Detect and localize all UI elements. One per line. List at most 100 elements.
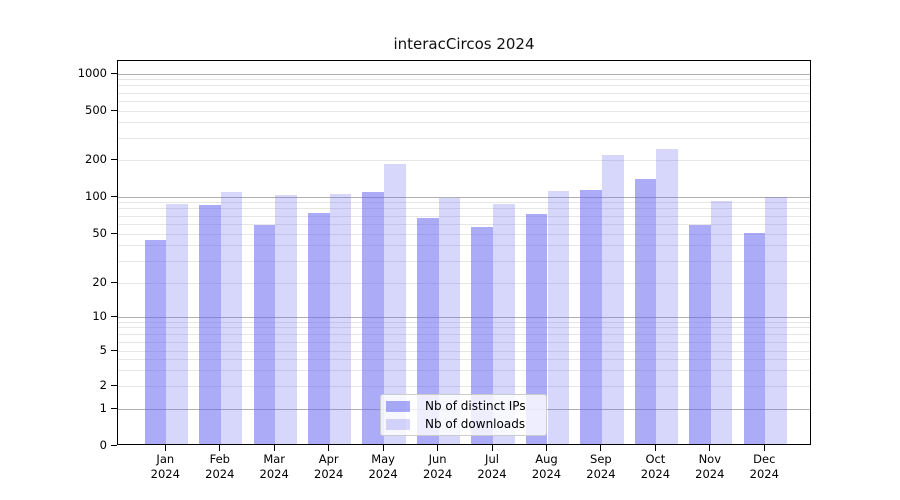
- y-tick-mark: [111, 407, 117, 409]
- bar-distinct-ips: [199, 204, 221, 444]
- bar-downloads: [601, 155, 624, 444]
- x-tick-label-month: Mar: [263, 452, 286, 466]
- gridline-minor: [118, 282, 810, 284]
- x-tick-mark: [219, 445, 221, 451]
- x-tick-label: May 2024: [348, 452, 418, 482]
- x-tick-label-year: 2024: [531, 467, 562, 481]
- x-tick-mark: [382, 445, 384, 451]
- gridline-minor: [118, 233, 810, 235]
- gridline-minor: [118, 350, 810, 352]
- gridline-minor: [118, 137, 810, 139]
- gridline-minor: [118, 79, 810, 81]
- bar-downloads: [275, 194, 297, 444]
- bar-downloads: [656, 149, 679, 444]
- y-tick-label: 50: [92, 226, 107, 240]
- y-tick-mark: [111, 444, 117, 446]
- x-tick-label-year: 2024: [640, 467, 671, 481]
- gridline-minor: [118, 85, 810, 87]
- legend-item-distinct-ips: Nb of distinct IPs: [386, 399, 538, 413]
- x-tick-label-month: Aug: [535, 452, 558, 466]
- gridline-minor: [118, 385, 810, 387]
- plot-area: Nb of distinct IPs Nb of downloads: [117, 60, 811, 445]
- gridline-minor: [118, 321, 810, 323]
- gridline-minor: [118, 359, 810, 360]
- x-tick-mark: [709, 445, 711, 451]
- x-tick-label: Dec 2024: [729, 452, 799, 482]
- x-tick-label-month: Oct: [645, 452, 666, 466]
- gridline-minor: [118, 110, 810, 112]
- x-tick-label-year: 2024: [586, 467, 616, 481]
- y-tick-label: 100: [85, 189, 107, 203]
- bar-downloads: [765, 197, 787, 444]
- y-tick-label: 20: [92, 275, 107, 289]
- gridline-minor: [118, 215, 810, 217]
- gridline-major: [118, 316, 810, 318]
- bar-distinct-ips: [580, 189, 602, 444]
- gridline-minor: [118, 159, 810, 161]
- bar-distinct-ips: [144, 240, 167, 444]
- y-tick-label: 200: [85, 152, 107, 166]
- gridline-minor: [118, 202, 810, 204]
- gridline-minor: [118, 122, 810, 124]
- y-tick-label: 2: [99, 378, 107, 392]
- bar-downloads: [547, 191, 570, 444]
- bar-downloads: [493, 203, 515, 444]
- x-tick-mark: [273, 445, 275, 451]
- x-tick-mark: [164, 445, 166, 451]
- bar-downloads: [710, 200, 733, 444]
- legend-swatch-distinct-ips: [386, 400, 410, 412]
- x-tick-label: Nov 2024: [675, 452, 745, 482]
- y-tick-label: 5: [99, 343, 107, 357]
- y-tick-label: 500: [85, 103, 107, 117]
- x-tick-label-month: Jul: [485, 452, 499, 466]
- bar-downloads: [329, 193, 352, 444]
- x-tick-label: Apr 2024: [294, 452, 364, 482]
- gridline-minor: [118, 341, 810, 343]
- bar-downloads: [220, 191, 243, 444]
- x-tick-label-year: 2024: [314, 467, 344, 481]
- x-tick-label-year: 2024: [695, 467, 725, 481]
- x-tick-label-month: Feb: [209, 452, 230, 466]
- legend-label-distinct-ips: Nb of distinct IPs: [425, 399, 526, 413]
- x-tick-mark: [546, 445, 547, 451]
- bar-distinct-ips: [362, 191, 385, 444]
- gridline-minor: [118, 223, 810, 225]
- y-tick-label: 0: [99, 438, 107, 452]
- x-tick-label: Jan 2024: [130, 452, 200, 482]
- bar-downloads: [384, 163, 406, 444]
- x-tick-label: Sep 2024: [566, 452, 636, 482]
- y-tick-label: 1000: [77, 66, 107, 80]
- legend-swatch-downloads: [386, 418, 410, 430]
- y-tick-mark: [111, 232, 117, 234]
- x-tick-mark: [491, 445, 493, 451]
- x-tick-label: Mar 2024: [239, 452, 309, 482]
- y-tick-mark: [111, 384, 117, 386]
- x-tick-label-month: Sep: [590, 452, 612, 466]
- x-tick-label: Feb 2024: [185, 452, 255, 482]
- x-tick-label: Jun 2024: [403, 452, 473, 482]
- x-tick-label-month: Apr: [318, 452, 339, 466]
- legend-item-downloads: Nb of downloads: [386, 417, 538, 431]
- gridline-minor: [118, 260, 810, 262]
- bar-downloads: [166, 204, 188, 444]
- y-tick-mark: [111, 195, 117, 197]
- gridline-minor: [118, 100, 810, 102]
- y-tick-label: 1: [99, 401, 107, 415]
- x-tick-label-month: Nov: [698, 452, 722, 466]
- x-tick-label: Oct 2024: [620, 452, 690, 482]
- bar-distinct-ips: [689, 225, 711, 444]
- gridline-minor: [118, 370, 810, 371]
- y-tick-mark: [111, 158, 117, 160]
- bar-distinct-ips: [308, 213, 330, 444]
- x-tick-label-month: May: [371, 452, 395, 466]
- x-tick-label-year: 2024: [150, 467, 180, 481]
- bar-downloads: [438, 198, 461, 444]
- x-tick-label-year: 2024: [205, 467, 235, 481]
- bar-distinct-ips: [253, 225, 276, 444]
- x-tick-label-year: 2024: [368, 467, 398, 481]
- gridline-minor: [118, 92, 810, 94]
- y-tick-mark: [111, 349, 117, 351]
- bar-distinct-ips: [471, 226, 493, 444]
- y-tick-mark: [111, 72, 117, 74]
